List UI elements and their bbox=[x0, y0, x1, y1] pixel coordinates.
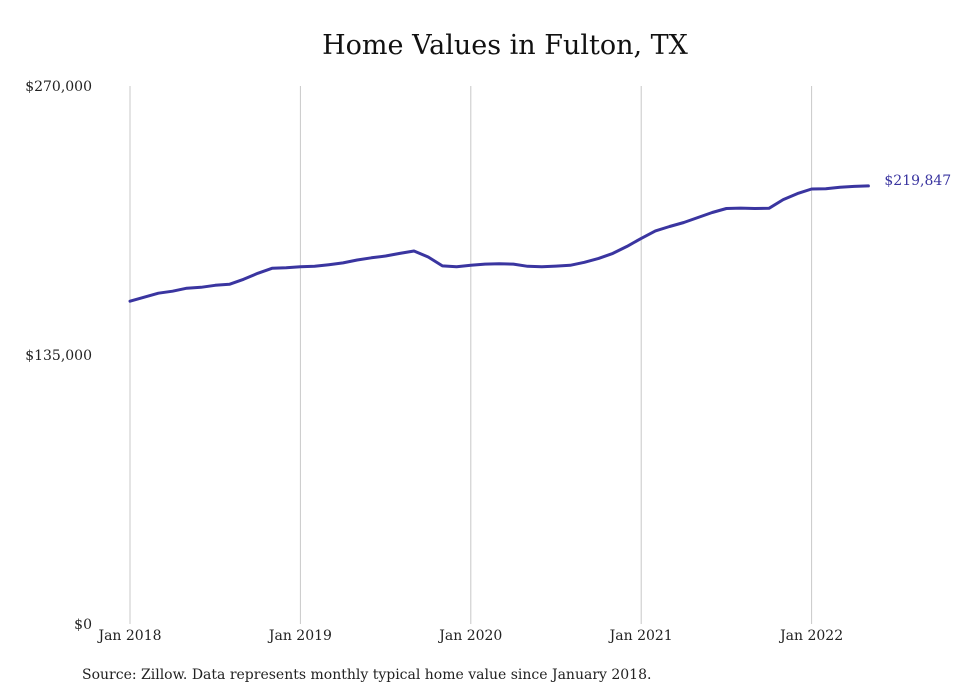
y-tick-label: $0 bbox=[74, 617, 92, 633]
x-tick-label: Jan 2018 bbox=[96, 628, 161, 644]
gridlines bbox=[129, 86, 813, 624]
data-labels: $219,847 bbox=[884, 173, 951, 189]
line-chart: $0$135,000$270,000 Jan 2018 Jan 2019 Jan 2… bbox=[25, 79, 951, 644]
x-tick-label: Jan 2019 bbox=[267, 628, 332, 644]
y-tick-label: $135,000 bbox=[25, 348, 92, 364]
x-tick-label: Jan 2020 bbox=[437, 628, 502, 644]
series-layer bbox=[128, 184, 870, 303]
chart-title: Home Values in Fulton, TX bbox=[322, 30, 688, 61]
y-axis-ticks: $0 $135,000 $270,000 bbox=[25, 79, 92, 633]
y-tick-label: $270,000 bbox=[25, 79, 92, 95]
source-note: Source: Zillow. Data represents monthly … bbox=[82, 667, 652, 683]
x-axis-ticks: Jan 2018 Jan 2019 Jan 2020 Jan 2021 Jan 2022 bbox=[96, 628, 843, 644]
series-line-0 bbox=[128, 184, 870, 303]
x-tick-label: Jan 2021 bbox=[608, 628, 673, 644]
x-tick-label: Jan 2022 bbox=[778, 628, 843, 644]
end-value-label: $219,847 bbox=[884, 173, 951, 189]
